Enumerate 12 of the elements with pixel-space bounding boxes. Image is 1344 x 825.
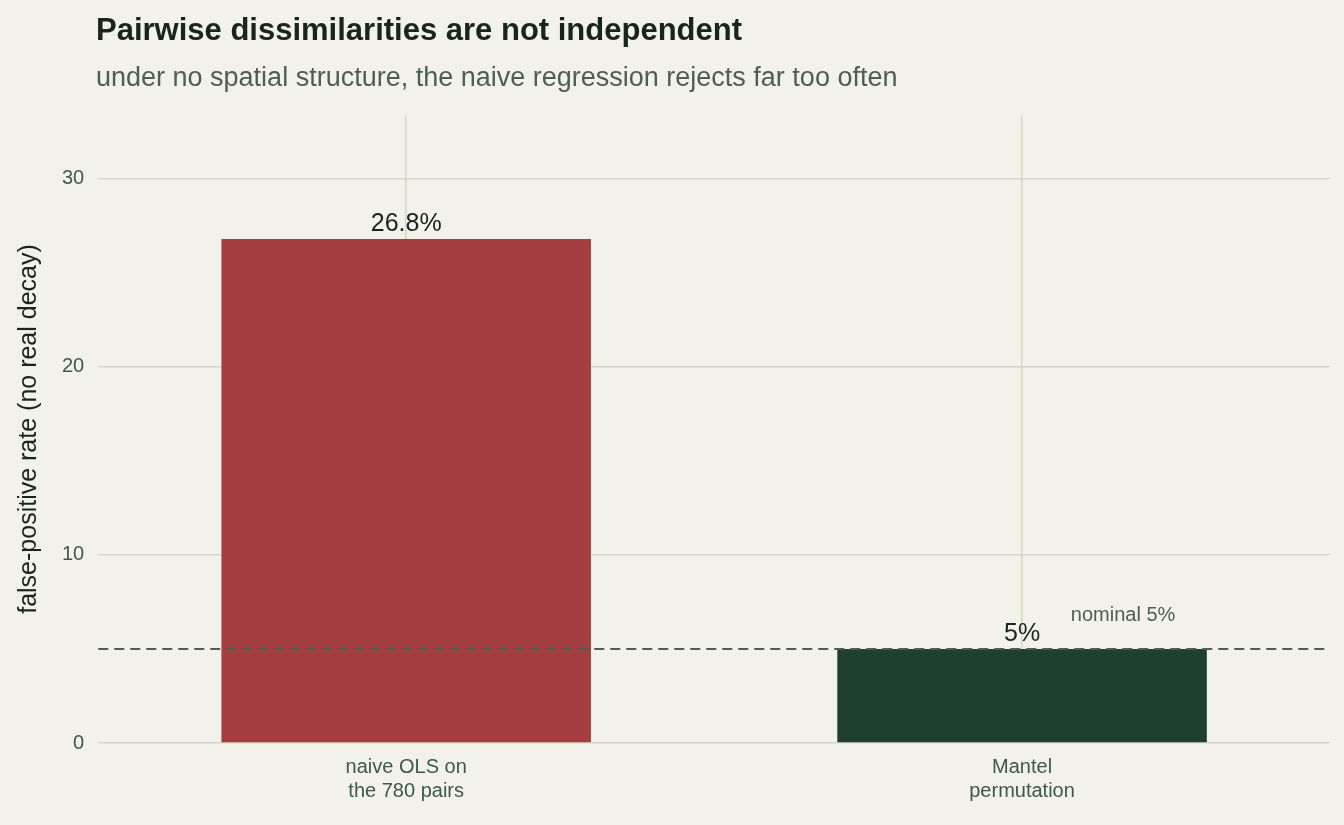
data-label: 5% [1003,618,1041,647]
y-tick-label: 10 [62,542,85,565]
y-tick-label: 30 [62,166,85,189]
x-tick-label: naive OLS on the 780 pairs [345,754,467,801]
chart-subtitle: under no spatial structure, the naive regression rejects far too often [96,62,898,93]
chart-title: Pairwise dissimilarities are not independent [96,12,743,48]
data-label: 26.8% [370,208,442,237]
y-tick-label: 20 [62,354,85,377]
ref-line-label: nominal 5% [1070,602,1176,625]
y-axis-title: false-positive rate (no real decay) [12,244,41,614]
y-tick-label: 0 [73,730,85,753]
x-tick-label: Mantel permutation [969,754,1075,801]
